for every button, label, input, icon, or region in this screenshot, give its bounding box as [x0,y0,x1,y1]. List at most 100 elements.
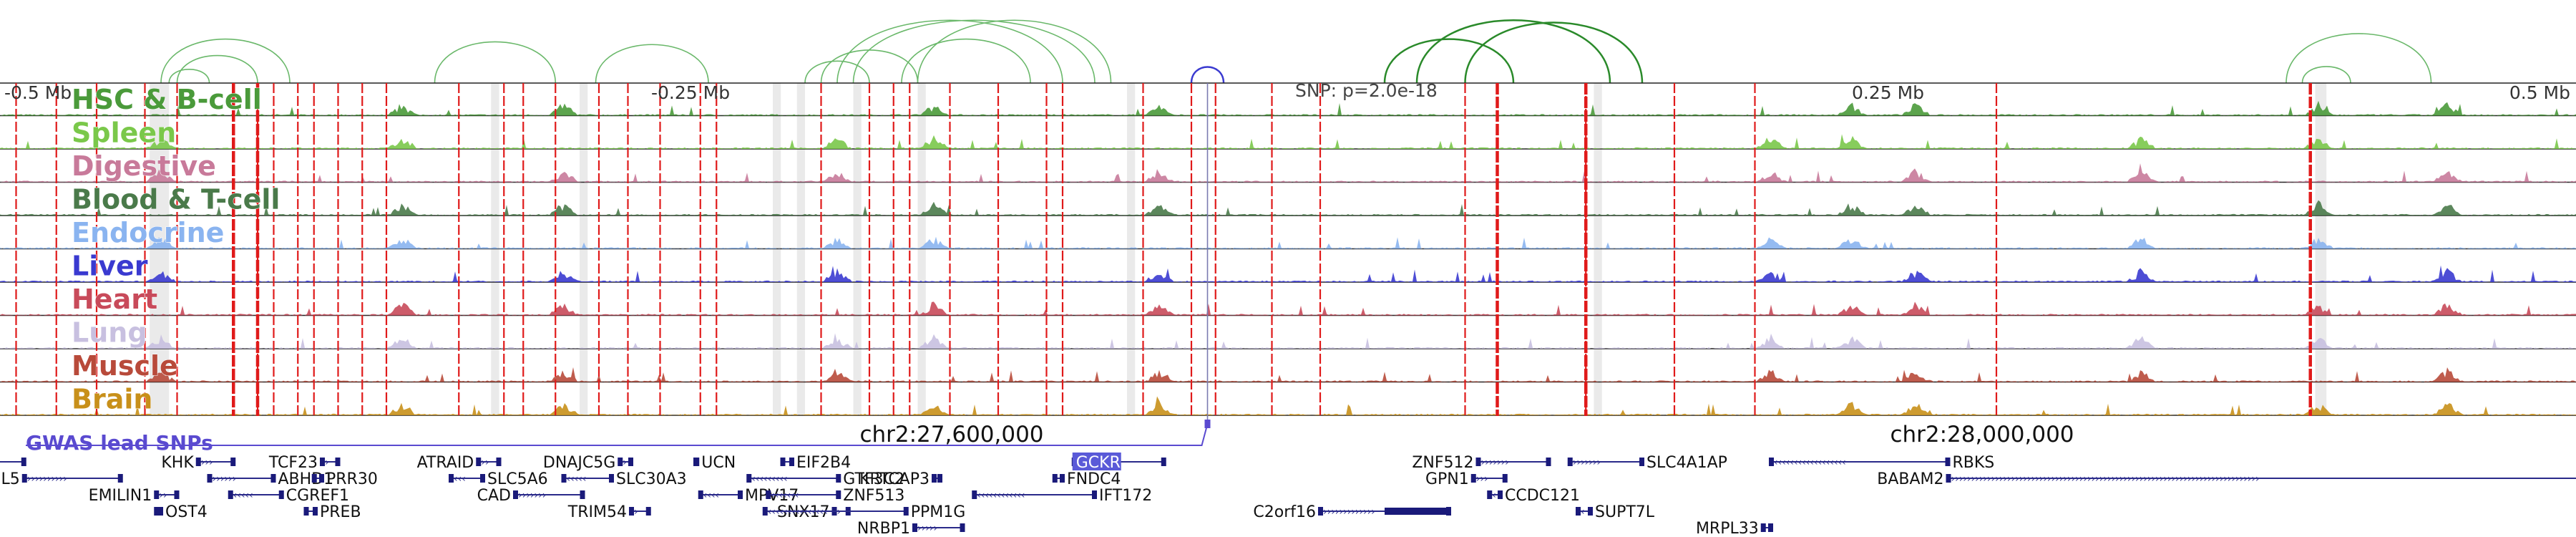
tissue-label-4: Endocrine [72,217,224,248]
gene-prr30: PRR30 [311,470,378,488]
loop-arc [1464,21,1644,84]
gene-label: PPM1G [911,503,966,521]
gene-strand-arrows: ›› [159,490,167,501]
gene-slc5a6: ‹‹‹ SLC5A6 [449,470,548,488]
gene-c2orf16: ››››››››››››› C2orf16 [1253,503,1451,521]
gene-exon [738,490,743,499]
gene-exon [1588,507,1593,516]
gene-ucn: UCN [693,454,736,472]
gene-label: ZNF512 [1412,454,1473,472]
gene-exon [1946,474,1951,483]
gene-ost4: OST4 [154,503,208,521]
track-signal [0,301,2576,316]
loop-arc [2301,66,2351,84]
gene-label: SLC30A3 [616,470,687,488]
gene-exon [154,507,160,516]
gene-exon [270,474,276,483]
gene-exon [158,507,163,516]
gene-label: GPN1 [1425,470,1469,488]
gene-label: CCDC121 [1505,487,1580,505]
loop-arc [901,38,1031,84]
gene-exon [609,474,614,483]
highlight-band [917,83,926,416]
gene-exon [836,474,841,483]
tissue-label-2: Digestive [72,150,216,182]
gene-label: DNAJC5G [543,454,615,472]
gene-strand-arrows: ‹‹‹‹‹ [567,473,587,485]
gene-block [1385,508,1449,515]
gwas-connector [26,423,1209,446]
gene-gtf3c2: ‹‹‹‹‹‹‹‹‹ GTF3C2 [746,470,904,488]
loop-arc [176,54,258,84]
gene-label: CAD [477,487,511,505]
gene-label: MRPL33 [1696,520,1759,537]
gene-cgref1: ‹‹‹‹‹ CGREF1 [228,487,349,505]
loop-arc [1383,38,1515,84]
gene-label: EMILIN1 [89,487,152,505]
gene-exon [1576,507,1581,516]
tissue-label-9: Brain [72,384,152,415]
loop-arc [168,69,210,84]
chrom-label-1: chr2:28,000,000 [1890,422,2074,448]
tissue-label-3: Blood & T-cell [72,184,280,216]
axis-tick-label-1: -0.25 Mb [651,82,730,103]
gene-exon [1567,458,1573,466]
gene-label: C2orf16 [1253,503,1316,521]
gene-label: AGBL5 [0,470,20,488]
gene-exon [698,490,703,499]
gwas-label: GWAS lead SNPs [26,431,213,455]
gene-exon [1470,474,1476,483]
gene-strand-arrows: ‹‹‹‹‹‹‹ [771,490,799,501]
highlight-band [2315,83,2327,416]
gene-tcf23: › TCF23 [268,454,341,472]
axis-tick-label-3: 0.5 Mb [2509,82,2570,103]
loop-arc [595,44,709,84]
gene-label: SUPT7L [1595,503,1655,521]
gene-exon [1475,458,1481,466]
gene-krtcap3: KRTCAP3 [859,470,942,488]
gene-label: ATRAID [417,454,474,472]
track-signal [0,200,2576,216]
gene-babam2: ››››››››››››››››››››››››››››››››››››››››… [1877,470,2576,488]
gene-label: IFT172 [1099,487,1152,505]
gene-preb: PREB [303,503,361,521]
gene-strand-arrows: ››››››› [518,490,546,501]
gene-nrbp1: ››››› NRBP1 [857,520,965,537]
gene-strand-arrows: ››› [1476,473,1488,485]
gene-label: KRTCAP3 [859,470,930,488]
highlight-band [580,83,588,416]
gene-annotation-track: ›››››TMEM214››››››››››AGBL5››EMILIN1OST4… [0,453,2576,537]
gene-exon [174,490,180,499]
gene-exon [960,523,965,532]
gene-label: FNDC4 [1067,470,1121,488]
loop-arc [852,19,1096,84]
gene-abhd1: ›››››› ABHD1 [207,470,333,488]
highlight-bands-layer [150,83,2327,416]
gene-exon [278,490,284,499]
tissue-tracks-layer [0,82,2576,416]
gene-strand-arrows: ›››››› [213,473,237,485]
gene-mpv17: ‹‹‹‹ MPV17 [698,487,799,505]
gene-label: NRBP1 [857,520,910,537]
gene-strand-arrows: ‹‹‹‹‹ [233,490,253,501]
gene-strand-arrows: ››››››››››››››››››››››››››››››››››››››››… [1951,473,2260,485]
highlight-band [773,83,781,416]
tissue-label-0: HSC & B-cell [72,84,262,115]
gene-cad: ››››››› CAD [477,487,585,505]
gene-exon [762,507,768,516]
gene-strand-arrows: ››››››› [1573,457,1601,468]
gene-fndc4: FNDC4 [1052,470,1121,488]
track-signal [0,333,2576,349]
axis-tick-label-2: 0.25 Mb [1852,82,1924,103]
gene-strand-arrows: ‹‹‹‹‹‹‹‹‹‹‹‹‹‹‹‹‹‹ [1774,457,1846,468]
gene-rbks: ‹‹‹‹‹‹‹‹‹‹‹‹‹‹‹‹‹‹ RBKS [1769,454,1994,472]
loop-arc [434,41,557,84]
gene-exon [449,474,454,483]
tissue-label-1: Spleen [72,117,176,149]
chromatin-loops-layer [160,19,2432,84]
gene-exon [618,458,623,466]
gene-exon [303,507,309,516]
gene-exon [1161,458,1166,466]
gene-znf513: ‹‹‹‹‹‹‹ ZNF513 [766,487,904,505]
